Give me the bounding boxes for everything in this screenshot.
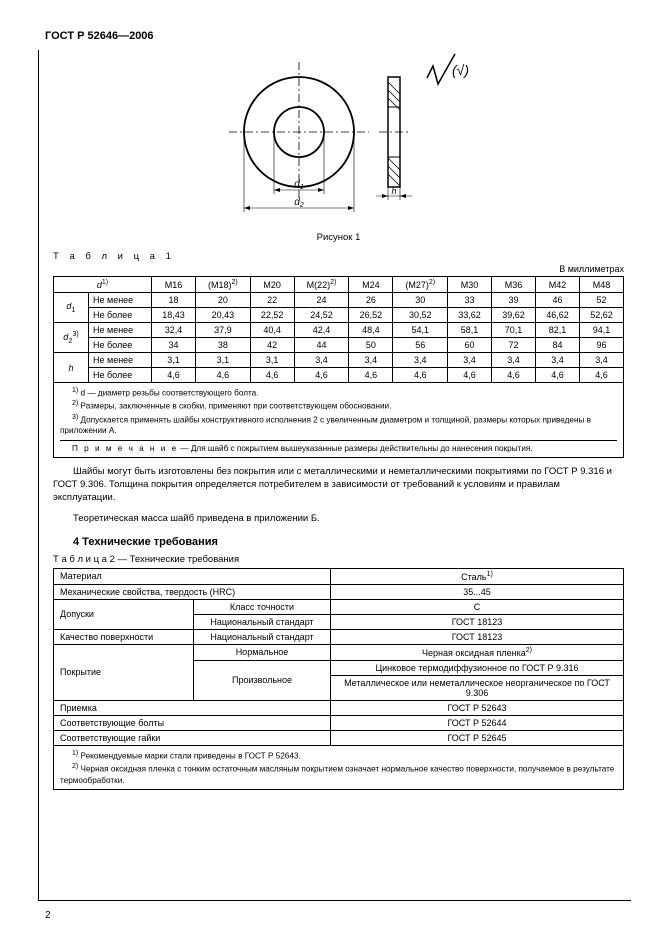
page: ГОСТ Р 52646—2006 d1 [0,0,661,936]
table2-label: Т а б л и ц а 2 — Технические требования [53,554,624,565]
figure-caption: Рисунок 1 [53,232,624,243]
section-4-heading: 4 Технические требования [53,536,624,548]
footnote: 1) d — диаметр резьбы соответствующего б… [60,386,617,399]
svg-text:d2: d2 [294,197,304,209]
footnote: 2) Черная оксидная пленка с тонким остат… [60,762,617,786]
table2-footnotes: 1) Рекомендуемые марки стали приведены в… [53,746,624,790]
svg-text:d1: d1 [294,179,304,191]
table1-label: Т а б л и ц а 1 [53,251,624,262]
table-1: d1)M16(M18)2)M20M(22)2)M24(M27)2)M30M36M… [53,276,624,383]
document-header: ГОСТ Р 52646—2006 [45,30,626,42]
table-2: МатериалСталь1)Механические свойства, тв… [53,568,624,746]
page-number: 2 [45,910,51,921]
svg-text:(√): (√) [452,62,469,78]
footnote: 3) Допускается применять шайбы конструкт… [60,413,617,437]
table1-note: П р и м е ч а н и е — Для шайб с покрыти… [60,440,617,455]
body-paragraph: Шайбы могут быть изготовлены без покрыти… [53,466,624,504]
table1-units: В миллиметрах [53,264,624,274]
body-paragraph: Теоретическая масса шайб приведена в при… [53,513,624,526]
footnote: 1) Рекомендуемые марки стали приведены в… [60,749,617,762]
table1-footnotes: 1) d — диаметр резьбы соответствующего б… [53,383,624,458]
figure-1: d1 d2 [53,52,624,243]
content-area: d1 d2 [45,52,626,790]
svg-text:h: h [391,186,396,196]
footnote: 2) Размеры, заключенные в скобки, примен… [60,399,617,412]
